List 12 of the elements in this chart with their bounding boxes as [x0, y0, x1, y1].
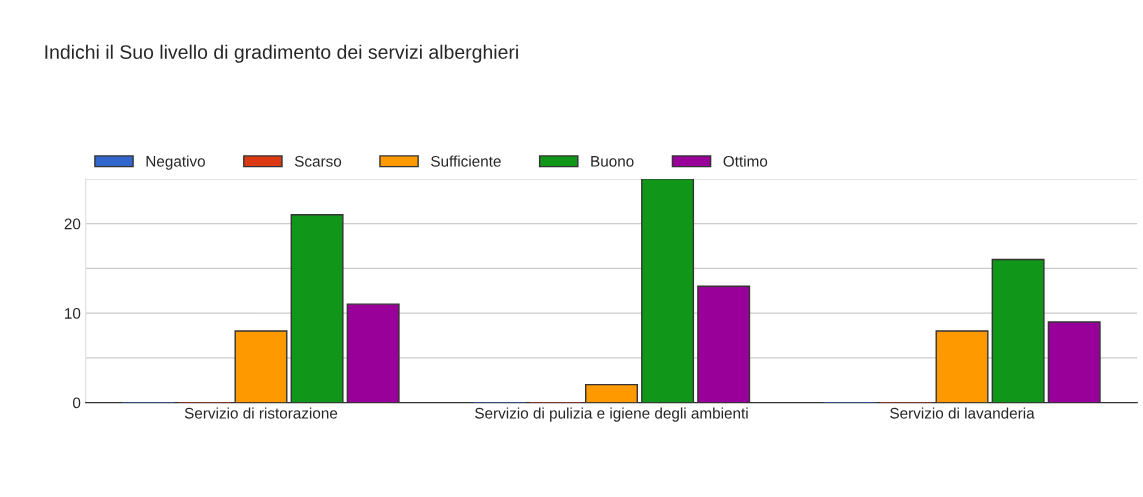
- legend-label: Negativo: [146, 155, 205, 170]
- x-tick-label: Servizio di lavanderia: [890, 407, 1035, 419]
- y-tick-label: 10: [65, 307, 81, 319]
- legend-label: Sufficiente: [431, 155, 501, 167]
- y-tick-label: 20: [64, 218, 81, 230]
- legend-label: Scarso: [294, 155, 342, 167]
- y-tick-label: 0: [72, 397, 81, 409]
- x-tick-label: Servizio di ristorazione: [184, 407, 338, 419]
- legend-label: Ottimo: [723, 155, 768, 167]
- chart-title: Indichi il Suo livello di gradimento dei servizi alberghieri: [45, 44, 518, 63]
- legend-label: Buono: [591, 156, 634, 167]
- x-tick-label: Servizio di pulizia e igiene degli ambienti: [475, 407, 748, 422]
